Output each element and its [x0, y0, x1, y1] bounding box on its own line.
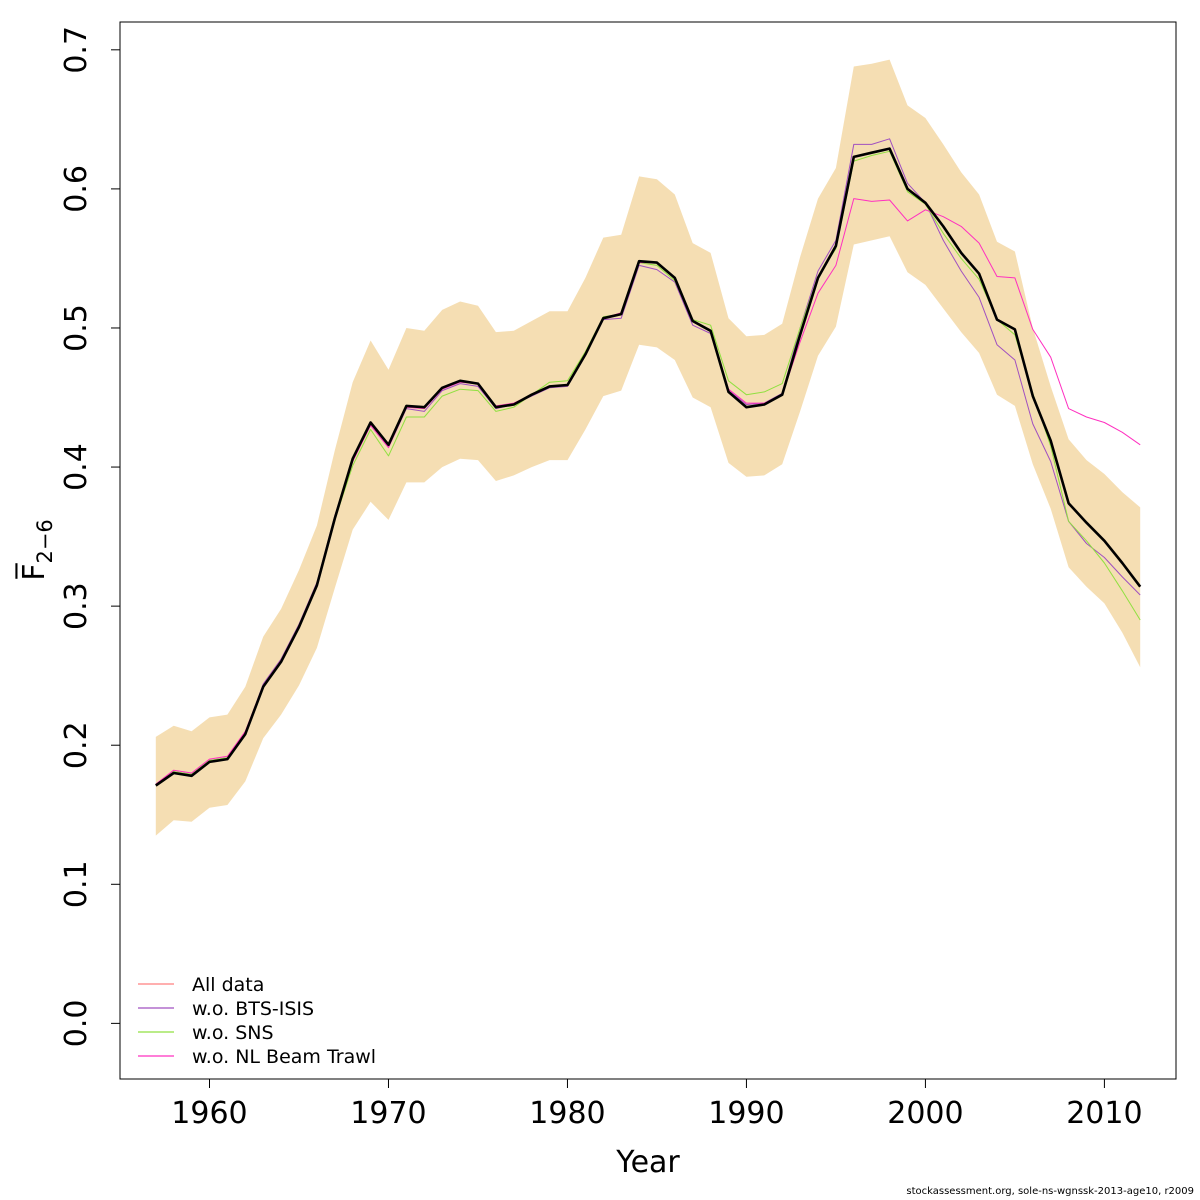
- y-tick-label: 0.2: [59, 721, 94, 769]
- x-tick-label: 2000: [887, 1096, 963, 1131]
- y-tick-label: 0.7: [59, 26, 94, 74]
- x-tick-label: 1970: [350, 1096, 426, 1131]
- legend-label: w.o. NL Beam Trawl: [192, 1046, 376, 1068]
- footer-credit: stockassessment.org, sole-ns-wgnssk-2013…: [906, 1186, 1194, 1197]
- x-tick-label: 1960: [171, 1096, 247, 1131]
- legend-item-all-data: All data: [138, 974, 264, 996]
- y-tick-label: 0.5: [59, 304, 94, 352]
- x-tick-label: 1990: [708, 1096, 784, 1131]
- y-axis-title-subscript: 2−6: [33, 519, 57, 563]
- svg-text:F̅2−6: F̅2−6: [15, 519, 57, 581]
- confidence-band: [155, 59, 1141, 836]
- y-tick-label: 0.3: [59, 582, 94, 630]
- series-layer: [155, 138, 1142, 787]
- y-axis-title: F̅2−6: [15, 519, 57, 581]
- legend-item-w-o-sns: w.o. SNS: [138, 1022, 274, 1044]
- y-axis: 0.0 0.1 0.2 0.3 0.4 0.5 0.6 0.7: [59, 26, 121, 1048]
- legend-label: All data: [192, 974, 264, 996]
- legend-label: w.o. SNS: [192, 1022, 274, 1044]
- x-axis: 1960 1970 1980 1990 2000 2010: [171, 1078, 1143, 1131]
- x-tick-label: 1980: [529, 1096, 605, 1131]
- x-axis-title: Year: [615, 1145, 680, 1180]
- series-line-estimate: [155, 147, 1142, 787]
- x-tick-label: 2010: [1066, 1096, 1142, 1131]
- y-tick-label: 0.1: [59, 860, 94, 908]
- legend-item-w-o-nl-beam-trawl: w.o. NL Beam Trawl: [138, 1046, 376, 1068]
- legend-label: w.o. BTS-ISIS: [192, 998, 314, 1020]
- confidence-band-layer: [155, 59, 1141, 836]
- y-tick-label: 0.0: [59, 1000, 94, 1048]
- y-axis-title-main: F̅: [15, 562, 52, 580]
- legend-item-w-o-bts-isis: w.o. BTS-ISIS: [138, 998, 314, 1020]
- y-tick-label: 0.6: [59, 165, 94, 213]
- y-tick-label: 0.4: [59, 443, 94, 491]
